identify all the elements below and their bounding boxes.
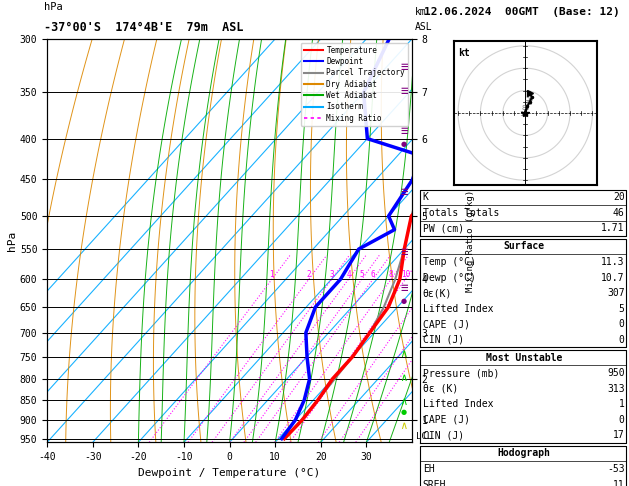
Text: CAPE (J): CAPE (J) (423, 415, 470, 425)
Text: 5: 5 (619, 304, 625, 313)
Text: -37°00'S  174°4B'E  79m  ASL: -37°00'S 174°4B'E 79m ASL (44, 21, 243, 34)
Text: Totals Totals: Totals Totals (423, 208, 499, 218)
Text: Lifted Index: Lifted Index (423, 304, 493, 313)
Text: ∧: ∧ (401, 397, 407, 407)
Text: 307: 307 (607, 288, 625, 298)
Text: 6: 6 (370, 270, 376, 279)
Text: 10: 10 (520, 111, 528, 117)
Text: 70: 70 (524, 100, 533, 106)
Text: LCL: LCL (416, 433, 431, 441)
Text: 0: 0 (619, 415, 625, 425)
Text: km: km (415, 7, 427, 17)
Text: 50: 50 (525, 96, 534, 102)
Text: EH: EH (423, 464, 435, 474)
Text: 0: 0 (619, 335, 625, 345)
Text: 17: 17 (613, 431, 625, 440)
Text: 3: 3 (330, 270, 334, 279)
Text: 5: 5 (360, 270, 364, 279)
Text: 313: 313 (607, 384, 625, 394)
Text: 2: 2 (306, 270, 311, 279)
Text: Surface: Surface (504, 242, 545, 251)
Text: CAPE (J): CAPE (J) (423, 319, 470, 329)
Text: 20: 20 (613, 192, 625, 202)
X-axis label: Dewpoint / Temperature (°C): Dewpoint / Temperature (°C) (138, 468, 321, 478)
Text: θε (K): θε (K) (423, 384, 458, 394)
Text: CIN (J): CIN (J) (423, 335, 464, 345)
Text: Lifted Index: Lifted Index (423, 399, 493, 409)
Text: ≡: ≡ (400, 85, 408, 98)
Text: ●: ● (401, 141, 407, 147)
Text: ≡: ≡ (400, 246, 408, 259)
Text: 1: 1 (619, 399, 625, 409)
Text: Dewp (°C): Dewp (°C) (423, 273, 476, 282)
Text: 10: 10 (401, 270, 410, 279)
Text: PW (cm): PW (cm) (423, 224, 464, 233)
Text: Hodograph: Hodograph (498, 449, 551, 458)
Text: 85: 85 (522, 104, 530, 111)
Text: Temp (°C): Temp (°C) (423, 257, 476, 267)
Text: Most Unstable: Most Unstable (486, 353, 562, 363)
Text: ASL: ASL (415, 21, 433, 32)
Text: ≡: ≡ (400, 61, 408, 73)
Text: ●: ● (401, 409, 407, 415)
Text: 950: 950 (607, 368, 625, 378)
Text: CIN (J): CIN (J) (423, 431, 464, 440)
Text: 4: 4 (346, 270, 351, 279)
Legend: Temperature, Dewpoint, Parcel Trajectory, Dry Adiabat, Wet Adiabat, Isotherm, Mi: Temperature, Dewpoint, Parcel Trajectory… (301, 43, 408, 125)
Text: ●: ● (401, 298, 407, 304)
Text: θε(K): θε(K) (423, 288, 452, 298)
Y-axis label: hPa: hPa (7, 230, 17, 251)
Text: SREH: SREH (423, 480, 446, 486)
Text: 1.71: 1.71 (601, 224, 625, 233)
Text: Pressure (mb): Pressure (mb) (423, 368, 499, 378)
Text: ∧: ∧ (401, 348, 407, 359)
Text: ≡: ≡ (400, 125, 408, 138)
Text: K: K (423, 192, 428, 202)
Text: hPa: hPa (44, 2, 63, 12)
Text: 12.06.2024  00GMT  (Base: 12): 12.06.2024 00GMT (Base: 12) (424, 7, 620, 17)
Text: ≡: ≡ (400, 282, 408, 295)
Text: 46: 46 (613, 208, 625, 218)
Text: 8: 8 (389, 270, 393, 279)
Text: 11: 11 (613, 480, 625, 486)
Y-axis label: Mixing Ratio (g/kg): Mixing Ratio (g/kg) (467, 190, 476, 292)
Text: 0: 0 (619, 319, 625, 329)
Text: ∧: ∧ (401, 373, 407, 382)
Text: 11.3: 11.3 (601, 257, 625, 267)
Text: ≡: ≡ (400, 186, 408, 199)
Text: kt: kt (458, 48, 470, 58)
Text: -53: -53 (607, 464, 625, 474)
Text: 1: 1 (270, 270, 274, 279)
Text: 10.7: 10.7 (601, 273, 625, 282)
Text: ∧: ∧ (401, 421, 407, 431)
